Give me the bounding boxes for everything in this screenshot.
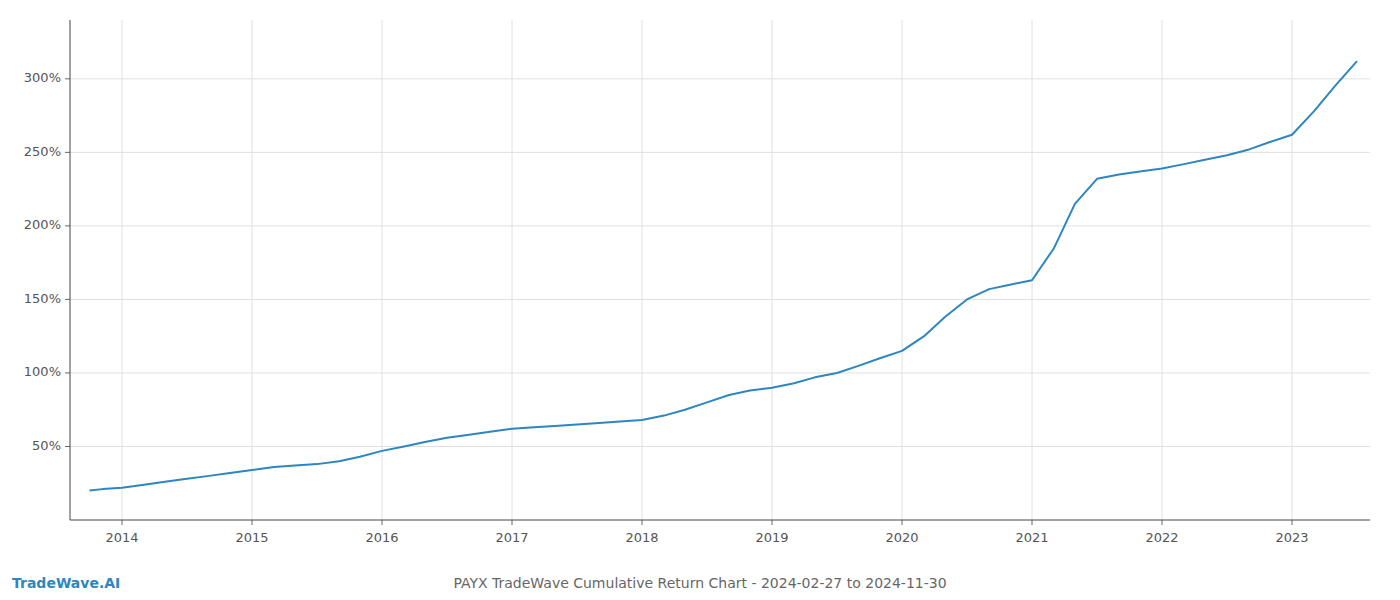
y-tick	[65, 446, 70, 447]
x-tick	[1292, 520, 1293, 525]
y-tick-label: 150%	[24, 291, 61, 306]
x-tick-label: 2018	[625, 530, 658, 545]
x-tick-label: 2023	[1275, 530, 1308, 545]
y-grid-line	[70, 446, 1370, 447]
y-tick-label: 100%	[24, 364, 61, 379]
y-grid-line	[70, 372, 1370, 373]
x-tick	[1162, 520, 1163, 525]
x-tick-label: 2016	[365, 530, 398, 545]
x-grid-line	[1032, 20, 1033, 520]
y-axis-line	[70, 20, 71, 520]
x-grid-line	[772, 20, 773, 520]
plot-area	[90, 61, 1358, 490]
title: PAYX TradeWave Cumulative Return Chart -…	[453, 575, 946, 591]
return-line	[90, 61, 1358, 490]
grid	[70, 20, 1370, 520]
x-grid-line	[382, 20, 383, 520]
y-tick	[65, 372, 70, 373]
y-tick	[65, 78, 70, 79]
x-grid-line	[902, 20, 903, 520]
x-tick-label: 2014	[105, 530, 138, 545]
y-tick-label: 300%	[24, 70, 61, 85]
axes: 50% 100% 150% 200% 250% 300% 2014 2015 2016 2017 2…	[24, 20, 1370, 545]
y-tick	[65, 152, 70, 153]
x-tick-label: 2022	[1145, 530, 1178, 545]
y-tick	[65, 225, 70, 226]
y-tick	[65, 299, 70, 300]
x-tick-label: 2015	[235, 530, 268, 545]
x-grid-line	[252, 20, 253, 520]
x-tick	[382, 520, 383, 525]
x-tick	[902, 520, 903, 525]
x-tick-label: 2020	[885, 530, 918, 545]
x-grid-line	[512, 20, 513, 520]
x-grid-line	[1292, 20, 1293, 520]
x-tick	[252, 520, 253, 525]
y-tick-label: 250%	[24, 144, 61, 159]
x-tick-label: 2021	[1015, 530, 1048, 545]
y-grid-line	[70, 152, 1370, 153]
y-tick-label: 200%	[24, 217, 61, 232]
x-tick-label: 2019	[755, 530, 788, 545]
x-grid-line	[122, 20, 123, 520]
x-grid-line	[1162, 20, 1163, 520]
x-tick	[772, 520, 773, 525]
x-tick	[1032, 520, 1033, 525]
y-tick-label: 50%	[32, 438, 61, 453]
x-tick	[642, 520, 643, 525]
y-grid-line	[70, 78, 1370, 79]
x-axis-line	[70, 520, 1370, 521]
x-tick	[512, 520, 513, 525]
watermark: TradeWave.AI	[12, 575, 120, 591]
x-tick	[122, 520, 123, 525]
x-grid-line	[642, 20, 643, 520]
x-tick-label: 2017	[495, 530, 528, 545]
chart: 50% 100% 150% 200% 250% 300% 2014 2015 2016 2017 2…	[0, 0, 1400, 600]
y-grid-line	[70, 299, 1370, 300]
y-grid-line	[70, 225, 1370, 226]
